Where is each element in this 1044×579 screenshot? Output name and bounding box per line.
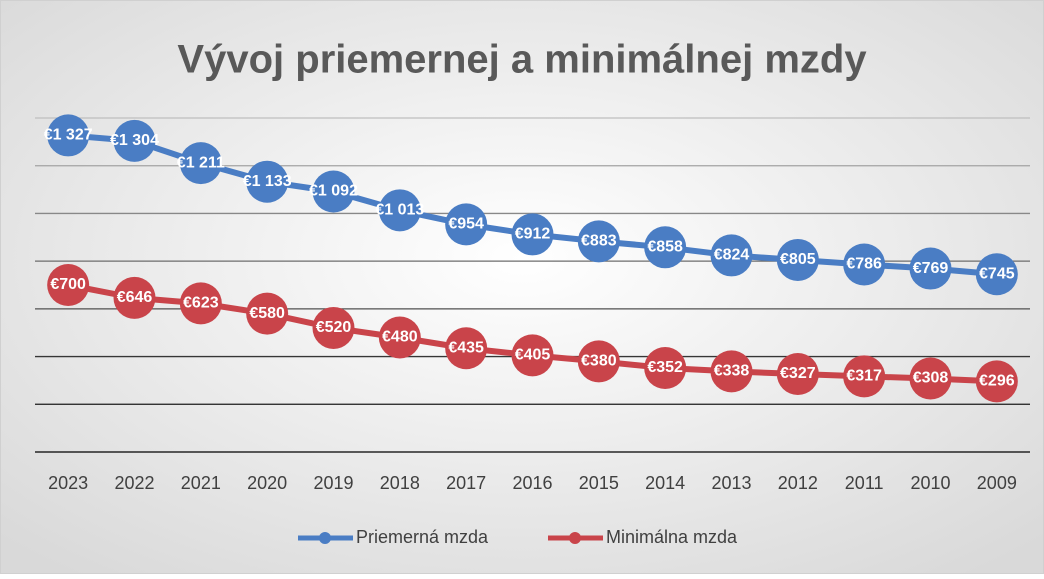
marker — [511, 334, 554, 377]
x-tick-label: 2021 — [181, 473, 221, 493]
marker — [843, 243, 886, 286]
data-label: €1 327 — [44, 127, 93, 144]
marker — [511, 213, 554, 256]
x-tick-label: 2010 — [910, 473, 950, 493]
data-label: €824 — [714, 247, 750, 264]
data-label: €520 — [316, 319, 352, 336]
marker — [179, 282, 222, 325]
data-label: €480 — [382, 329, 418, 346]
data-label: €954 — [448, 216, 484, 233]
data-label: €327 — [780, 365, 816, 382]
data-label: €700 — [50, 276, 86, 293]
data-label: €435 — [448, 339, 484, 356]
marker — [577, 340, 620, 383]
marker — [246, 160, 289, 203]
data-label: €769 — [913, 260, 949, 277]
x-tick-label: 2012 — [778, 473, 818, 493]
marker — [644, 226, 687, 269]
data-label: €1 133 — [243, 173, 292, 190]
data-label: €623 — [183, 295, 219, 312]
marker — [47, 264, 90, 306]
marker — [710, 350, 753, 393]
marker — [909, 247, 952, 290]
marker — [378, 189, 421, 232]
x-tick-label: 2019 — [313, 473, 353, 493]
x-tick-label: 2023 — [48, 473, 88, 493]
x-tick-label: 2016 — [512, 473, 552, 493]
marker — [975, 360, 1018, 403]
x-tick-label: 2014 — [645, 473, 685, 493]
data-label: €1 013 — [375, 202, 424, 219]
marker — [113, 276, 156, 319]
legend-marker — [319, 532, 331, 544]
marker — [710, 234, 753, 277]
data-label: €352 — [647, 359, 683, 376]
marker — [445, 327, 488, 370]
x-tick-label: 2015 — [579, 473, 619, 493]
data-label: €1 211 — [177, 154, 225, 171]
marker — [843, 355, 886, 398]
legend-label: Minimálna mzda — [606, 527, 738, 547]
data-label: €883 — [581, 233, 617, 250]
marker — [113, 119, 156, 162]
data-label: €745 — [979, 265, 1015, 282]
marker — [975, 253, 1018, 296]
marker — [312, 170, 355, 213]
data-label: €858 — [647, 239, 683, 256]
legend-marker — [569, 532, 581, 544]
marker — [644, 347, 687, 390]
data-label: €1 092 — [309, 183, 358, 200]
x-tick-label: 2013 — [711, 473, 751, 493]
x-tick-label: 2022 — [114, 473, 154, 493]
x-tick-label: 2020 — [247, 473, 287, 493]
marker — [445, 203, 488, 246]
x-tick-label: 2009 — [977, 473, 1017, 493]
data-label: €1 304 — [110, 132, 159, 149]
data-label: €805 — [780, 251, 816, 268]
marker — [47, 114, 90, 157]
marker — [378, 316, 421, 359]
data-label: €786 — [846, 256, 882, 273]
data-label: €405 — [515, 347, 551, 364]
chart-title: Vývoj priemernej a minimálnej mzdy — [177, 38, 867, 82]
marker — [179, 142, 222, 185]
data-label: €380 — [581, 353, 617, 370]
data-label: €296 — [979, 373, 1015, 390]
data-label: €646 — [117, 289, 153, 306]
data-label: €912 — [515, 226, 551, 243]
marker — [246, 292, 289, 335]
marker — [909, 357, 952, 400]
x-tick-label: 2017 — [446, 473, 486, 493]
marker — [776, 238, 819, 281]
x-tick-label: 2018 — [380, 473, 420, 493]
data-label: €308 — [913, 370, 949, 387]
data-label: €317 — [846, 368, 882, 385]
legend-label: Priemerná mzda — [356, 527, 489, 547]
data-label: €580 — [249, 305, 285, 322]
marker — [312, 306, 355, 349]
marker — [776, 352, 819, 395]
x-tick-label: 2011 — [845, 473, 884, 493]
marker — [577, 220, 620, 263]
data-label: €338 — [714, 363, 750, 380]
